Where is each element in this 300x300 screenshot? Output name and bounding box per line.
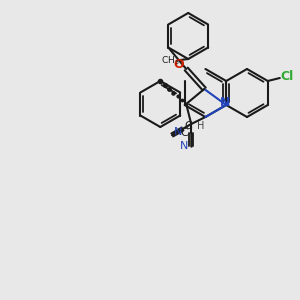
Text: N: N	[180, 141, 188, 151]
Text: C: C	[185, 121, 193, 131]
Text: N: N	[220, 97, 230, 110]
Text: N: N	[174, 127, 182, 137]
Text: C: C	[180, 128, 188, 138]
Text: Cl: Cl	[280, 70, 293, 83]
Text: H: H	[197, 121, 204, 131]
Text: O: O	[173, 58, 184, 71]
Text: CH$_3$: CH$_3$	[161, 55, 179, 67]
